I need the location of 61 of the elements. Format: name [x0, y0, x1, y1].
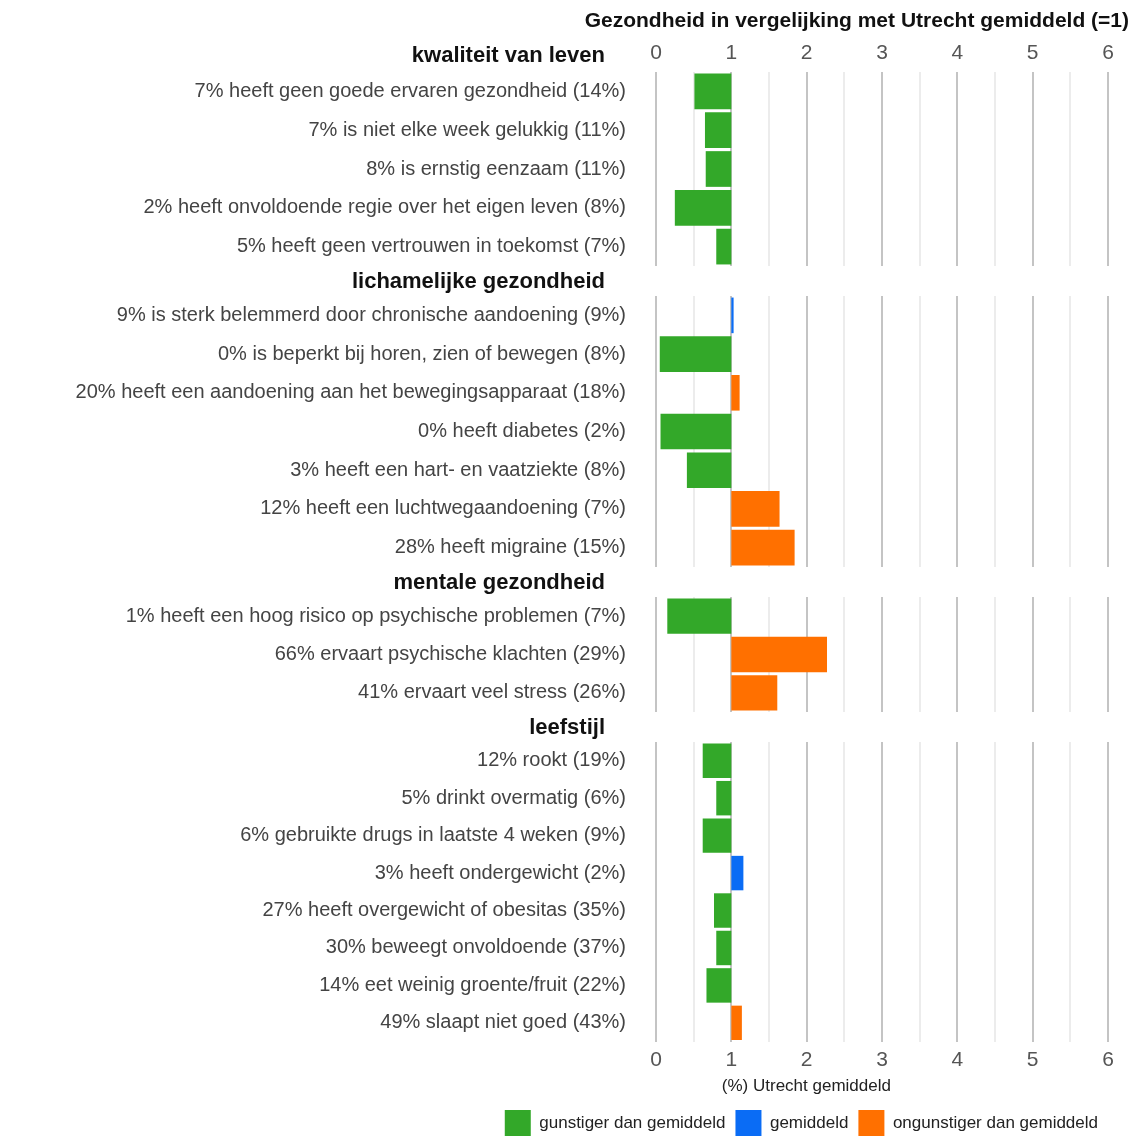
y-tick-label: 27% heeft overgewicht of obesitas (35%) [262, 898, 626, 921]
bar [660, 413, 732, 450]
bar [716, 780, 732, 816]
y-tick-label: 3% heeft ondergewicht (2%) [374, 860, 626, 883]
y-tick-label: 0% heeft diabetes (2%) [418, 419, 626, 442]
chart-title: Gezondheid in vergelijking met Utrecht gemiddeld (=1) [583, 8, 1130, 33]
x-tick-label: 0 [650, 1047, 662, 1070]
bar [686, 452, 732, 489]
y-tick-label: 28% heeft migraine (15%) [394, 535, 626, 558]
y-tick-label: 1% heeft een hoog risico op psychische problemen (7%) [125, 603, 626, 626]
bar [731, 855, 744, 891]
x2-tick-label: 1 [725, 40, 738, 64]
bar [731, 529, 795, 566]
legend-label: gunstiger dan gemiddeld [539, 1112, 726, 1132]
y-tick-label: 9% is sterk belemmerd door chronische aandoening (9%) [116, 302, 626, 325]
legend-title: (%) Utrecht gemiddeld [721, 1075, 891, 1095]
y-tick-label: 6% gebruikte drugs in laatste 4 weken (9%) [240, 823, 626, 846]
y-tick-label: 7% is niet elke week gelukkig (11%) [308, 117, 626, 140]
y-tick-label: 5% drinkt overmatig (6%) [401, 785, 626, 808]
y-tick-label: 49% slaapt niet goed (43%) [380, 1010, 626, 1033]
x-tick-label: 6 [1102, 1047, 1114, 1070]
x2-tick-label: 4 [951, 40, 964, 64]
chart-title: leefstijl [528, 713, 605, 741]
y-tick-label: 41% ervaart veel stress (26%) [358, 680, 626, 703]
y-tick-label: 12% rookt (19%) [477, 748, 626, 771]
x-tick-label: 2 [800, 1047, 813, 1070]
bar [702, 743, 732, 778]
bar [659, 336, 732, 372]
bar [731, 374, 740, 411]
bar [702, 818, 732, 853]
x-tick-label: 4 [951, 1047, 964, 1070]
x-tick-label: 3 [876, 1047, 888, 1070]
x-tick-label: 5 [1026, 1047, 1039, 1070]
y-tick-label: 66% ervaart psychische klachten (29%) [274, 642, 626, 665]
y-tick-label: 5% heeft geen vertrouwen in toekomst (7%) [236, 234, 626, 257]
legend-label: ongunstiger dan gemiddeld [892, 1112, 1099, 1132]
y-tick-label: 7% heeft geen goede ervaren gezondheid (14%) [194, 78, 626, 101]
x2-tick-label: 3 [876, 40, 888, 64]
x-tick-label: 1 [725, 1047, 738, 1070]
bar [714, 893, 732, 928]
x2-tick-label: 5 [1026, 40, 1039, 64]
y-tick-label: 3% heeft een hart- en vaatziekte (8%) [290, 457, 626, 480]
y-tick-label: 2% heeft onvoldoende regie over het eigen leven (8%) [143, 195, 626, 218]
text: lichamelijke gezondheid [350, 267, 605, 295]
bar [731, 1005, 742, 1041]
y-tick-label: 0% is beperkt bij horen, zien of bewegen (8%) [217, 341, 626, 364]
bar [731, 297, 734, 334]
bar [731, 491, 780, 527]
y-tick-label: 20% heeft een aandoening aan het bewegingsapparaat (18%) [75, 380, 626, 403]
y-tick-label: 14% eet weinig groente/fruit (22%) [319, 972, 626, 995]
legend-label: gemiddeld [769, 1112, 849, 1132]
y-tick-label: 8% is ernstig eenzaam (11%) [366, 156, 626, 179]
x2-tick-label: 0 [650, 40, 662, 64]
chart-subtitle: kwaliteit van leven [410, 41, 605, 69]
bar [716, 930, 732, 966]
y-tick-label: 30% beweegt onvoldoende (37%) [325, 935, 626, 958]
x2-tick-label: 2 [800, 40, 813, 64]
y-tick-label: 12% heeft een luchtwegaandoening (7%) [260, 496, 626, 519]
bar [706, 968, 732, 1003]
x2-tick-label: 6 [1102, 40, 1114, 64]
chart-title: mentale gezondheid [392, 568, 605, 596]
